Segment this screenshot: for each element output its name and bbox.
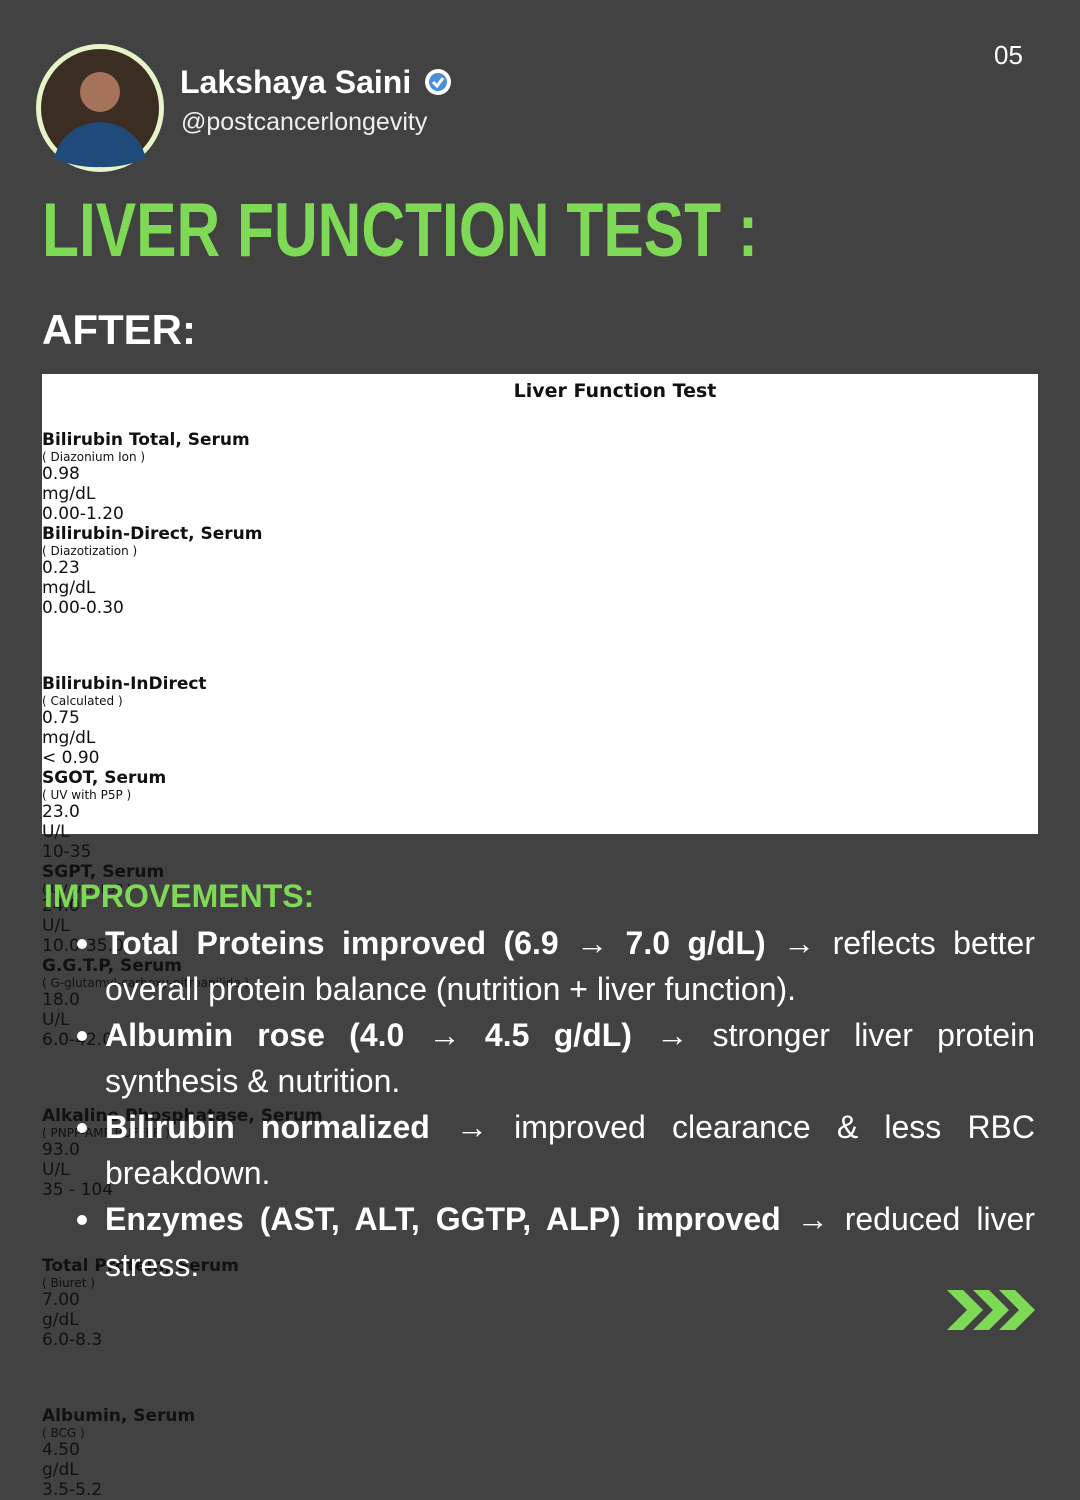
highlight [42, 1228, 104, 1256]
row-range: 35 - 104 [42, 1180, 114, 1200]
title-box: LIVER FUNCTION TEST : [42, 188, 758, 273]
row-range: 0.00-0.30 [42, 598, 124, 618]
page: Lakshaya Saini @postcancerlongevity 05 L… [36, 40, 1038, 1500]
subtitle: AFTER: [42, 306, 196, 353]
table-title: Liver Function Test [513, 380, 717, 402]
highlight [42, 1378, 104, 1406]
row-unit: mg/dL [42, 578, 96, 598]
row-method: ( BCG ) [42, 1426, 85, 1440]
user-handle: @postcancerlongevity [181, 108, 428, 136]
row-method: ( UV with P5P ) [42, 788, 132, 802]
row-value: 4.50 [42, 1440, 80, 1460]
improvements-list: Total Proteins improved (6.9 → 7.0 g/dL)… [77, 920, 1036, 1288]
row-name: G.G.T.P, Serum [42, 956, 182, 976]
report-table: Liver Function Test Bilirubin Total, Ser… [42, 374, 1038, 1500]
row-unit: U/L [42, 1010, 70, 1030]
row-method: ( Calculated ) [42, 694, 123, 708]
row-value: 23.0 [42, 802, 80, 822]
row-range: 10-35 [42, 842, 92, 862]
row-method: ( G-glutamyl-carboxy-nitroanilide ) [42, 976, 250, 990]
row-method: ( Diazotization ) [42, 544, 138, 558]
row-method: ( Diazonium Ion ) [42, 450, 146, 464]
improvement-text: → stronger liver protein synthesis & nut… [105, 1017, 1036, 1099]
row-range: 6.0-42.0 [42, 1030, 114, 1050]
page-number: 05 [994, 40, 1023, 70]
highlight [42, 646, 104, 674]
row-unit: g/dL [42, 1460, 79, 1480]
user-name-text: Lakshaya Saini [180, 64, 412, 100]
row-range: 0.00-1.20 [42, 504, 124, 524]
row-unit: U/L [42, 1160, 70, 1180]
row-range: 3.5-5.2 [42, 1480, 103, 1500]
next-arrows [947, 1290, 1035, 1330]
row-unit: mg/dL [42, 484, 96, 504]
row-unit: g/dL [42, 1310, 79, 1330]
improvement-bold: Bilirubin normalized [105, 1109, 430, 1145]
improvement-bold: Albumin rose (4.0 → 4.5 g/dL) [105, 1017, 632, 1053]
row-method: ( UV with P5P ) [42, 882, 132, 896]
row-value: 0.75 [42, 708, 80, 728]
improvement-bold: Total Proteins improved (6.9 → 7.0 g/dL) [105, 925, 766, 961]
improvement-item: Albumin rose (4.0 → 4.5 g/dL) → stronger… [77, 1012, 1036, 1104]
highlight [42, 1350, 193, 1378]
row-value: 0.23 [42, 558, 80, 578]
row-value: 93.0 [42, 1140, 80, 1160]
title: LIVER FUNCTION TEST : [42, 188, 758, 273]
row-unit: U/L [42, 916, 70, 936]
user-name: Lakshaya Saini [180, 64, 452, 101]
highlight [42, 618, 234, 646]
row-unit: mg/dL [42, 728, 96, 748]
improvement-text: → reduced liver stress. [105, 1201, 1036, 1283]
row-name: SGPT, Serum [42, 862, 165, 882]
improvement-text: → reflects better overall protein balanc… [105, 925, 1036, 1007]
highlight [42, 402, 104, 430]
improvement-item: Total Proteins improved (6.9 → 7.0 g/dL)… [77, 920, 1036, 1012]
improvement-item: Bilirubin normalized → improved clearanc… [77, 1104, 1036, 1196]
improvement-text: → improved clearance & less RBC breakdow… [105, 1109, 1036, 1191]
row-value: 0.98 [42, 464, 80, 484]
row-name: SGOT, Serum [42, 768, 167, 788]
row-name: Bilirubin Total, Serum [42, 430, 250, 450]
row-method: ( Biuret ) [42, 1276, 95, 1290]
row-method: ( PNPP-AMP BUFFER ) [42, 1126, 170, 1140]
improvements-heading: IMPROVEMENTS: [44, 878, 315, 914]
row-name: Alkaline Phosphatase, Serum [42, 1106, 323, 1126]
row-unit: U/L [42, 822, 70, 842]
verified-badge [425, 69, 452, 95]
improvement-item: Enzymes (AST, ALT, GGTP, ALP) improved →… [77, 1196, 1036, 1288]
row-name: Total Protein, Serum [42, 1256, 239, 1276]
avatar [36, 44, 164, 172]
row-name: Albumin, Serum [42, 1406, 196, 1426]
row-value: 24.0 [42, 896, 80, 916]
highlight [42, 1078, 104, 1106]
row-name: Bilirubin-Direct, Serum [42, 524, 263, 544]
row-value: 18.0 [42, 990, 80, 1010]
row-value: 7.00 [42, 1290, 80, 1310]
row-range: < 0.90 [42, 748, 100, 768]
row-range: 6.0-8.3 [42, 1330, 103, 1350]
row-name: Bilirubin-InDirect [42, 674, 207, 694]
improvement-bold: Enzymes (AST, ALT, GGTP, ALP) improved [105, 1201, 781, 1237]
